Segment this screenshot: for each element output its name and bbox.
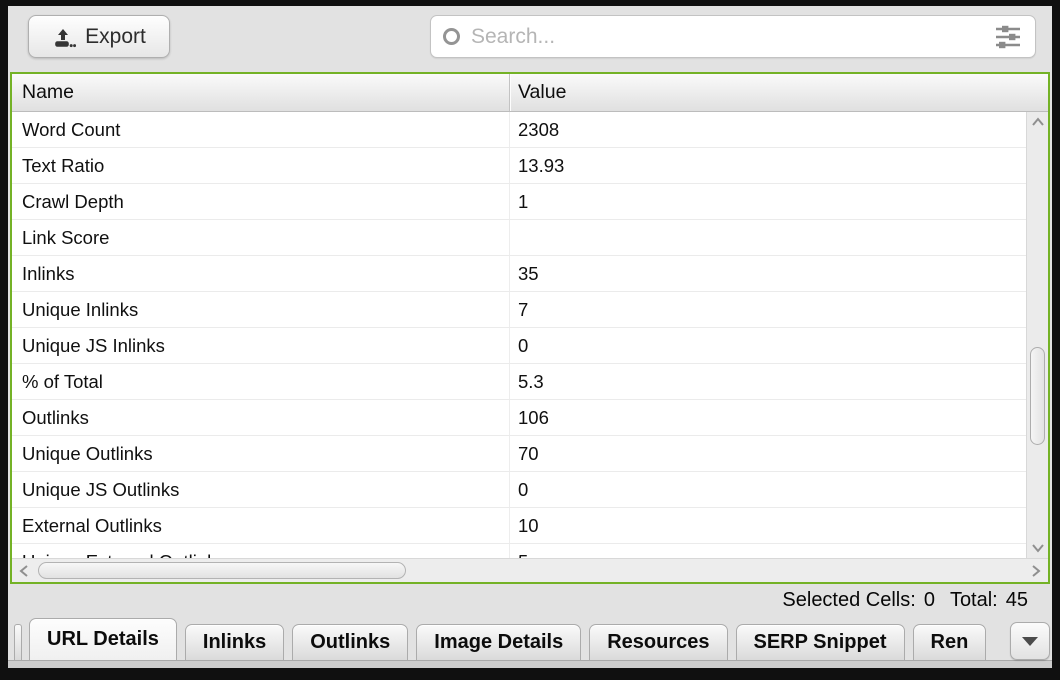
table-row[interactable]: % of Total 5.3: [12, 364, 1026, 400]
total-count: 45: [1005, 588, 1028, 611]
row-name-cell[interactable]: Unique External Outlinks: [12, 544, 510, 558]
horizontal-scroll-thumb[interactable]: [38, 562, 406, 579]
column-header-name[interactable]: Name: [12, 74, 510, 111]
search-field[interactable]: [430, 15, 1036, 58]
details-table: Name Value Word Count 2308 Text Ratio 13…: [10, 72, 1050, 584]
tab-overflow-button[interactable]: [1010, 622, 1050, 660]
upload-icon: [55, 28, 77, 47]
table-row[interactable]: Word Count 2308: [12, 112, 1026, 148]
horizontal-scrollbar[interactable]: [12, 558, 1048, 582]
row-value-cell[interactable]: 7: [518, 298, 529, 320]
row-name-cell[interactable]: Unique JS Inlinks: [12, 328, 510, 363]
export-button-label: Export: [85, 24, 146, 48]
row-value-cell[interactable]: 2308: [518, 118, 560, 140]
row-value-cell[interactable]: 10: [518, 514, 539, 536]
status-bar: Selected Cells: 0 Total: 45: [8, 584, 1028, 616]
caret-down-icon: [1022, 636, 1038, 646]
row-value-cell[interactable]: 70: [518, 442, 539, 464]
row-name-cell[interactable]: Unique JS Outlinks: [12, 472, 510, 507]
table-header: Name Value: [12, 74, 1048, 112]
scroll-left-icon[interactable]: [19, 564, 29, 578]
vertical-scrollbar[interactable]: [1026, 112, 1048, 558]
row-value-cell[interactable]: 5: [510, 544, 1026, 559]
row-name-cell[interactable]: % of Total: [12, 364, 510, 399]
tab-ren[interactable]: Ren: [912, 624, 987, 660]
filter-sliders-icon[interactable]: [993, 24, 1023, 50]
row-value-cell[interactable]: [510, 220, 1026, 255]
row-value-cell[interactable]: 0: [518, 478, 529, 500]
selected-cells-label: Selected Cells:: [782, 588, 916, 611]
row-name-cell[interactable]: External Outlinks: [12, 508, 510, 543]
selected-cells-count: 0: [923, 588, 935, 611]
table-row[interactable]: Crawl Depth 1: [12, 184, 1026, 220]
tab-resources[interactable]: Resources: [589, 624, 728, 660]
table-body: Word Count 2308 Text Ratio 13.93 Crawl D…: [12, 112, 1026, 558]
column-header-value[interactable]: Value: [518, 81, 567, 103]
table-row[interactable]: Inlinks 35: [12, 256, 1026, 292]
tab-outlinks[interactable]: Outlinks: [292, 624, 409, 660]
bottom-tab-bar: URL Details Inlinks Outlinks Image Detai…: [14, 616, 1050, 660]
row-name-cell[interactable]: Word Count: [12, 112, 510, 147]
row-name-cell[interactable]: Crawl Depth: [12, 184, 510, 219]
row-name-cell[interactable]: Unique Inlinks: [12, 292, 510, 327]
row-name-cell[interactable]: Text Ratio: [12, 148, 510, 183]
scroll-down-icon[interactable]: [1031, 543, 1045, 553]
app-window: Export Name Value Word Count 2308 Text R…: [8, 6, 1052, 668]
row-value-cell[interactable]: 106: [518, 406, 549, 428]
tab-strip-edge: [14, 624, 22, 660]
bottom-strip: [8, 660, 1052, 668]
search-input[interactable]: [460, 24, 993, 49]
tab-url-details[interactable]: URL Details: [29, 618, 177, 660]
row-value-cell[interactable]: 5.3: [518, 370, 544, 392]
export-button[interactable]: Export: [28, 15, 170, 58]
table-row[interactable]: Unique External Outlinks 5: [12, 544, 1026, 558]
row-value-cell[interactable]: 35: [518, 262, 539, 284]
total-label: Total:: [949, 588, 998, 611]
row-name-cell[interactable]: Outlinks: [12, 400, 510, 435]
row-value-cell[interactable]: 1: [518, 190, 529, 212]
row-name-cell[interactable]: Link Score: [12, 220, 510, 255]
tab-serp-snippet[interactable]: SERP Snippet: [735, 624, 905, 660]
scroll-up-icon[interactable]: [1031, 117, 1045, 127]
table-row[interactable]: Unique JS Outlinks 0: [12, 472, 1026, 508]
table-row[interactable]: Unique Inlinks 7: [12, 292, 1026, 328]
table-row[interactable]: Link Score: [12, 220, 1026, 256]
table-row[interactable]: Outlinks 106: [12, 400, 1026, 436]
row-value-cell[interactable]: 0: [518, 334, 529, 356]
tab-image-details[interactable]: Image Details: [416, 624, 582, 660]
scroll-right-icon[interactable]: [1031, 564, 1041, 578]
tab-inlinks[interactable]: Inlinks: [184, 624, 285, 660]
table-row[interactable]: Unique Outlinks 70: [12, 436, 1026, 472]
row-name-cell[interactable]: Inlinks: [12, 256, 510, 291]
table-row[interactable]: Unique JS Inlinks 0: [12, 328, 1026, 364]
search-icon: [443, 28, 460, 45]
table-row[interactable]: Text Ratio 13.93: [12, 148, 1026, 184]
row-name-cell[interactable]: Unique Outlinks: [12, 436, 510, 471]
vertical-scroll-thumb[interactable]: [1030, 347, 1045, 445]
table-row[interactable]: External Outlinks 10: [12, 508, 1026, 544]
row-value-cell[interactable]: 13.93: [518, 154, 565, 176]
